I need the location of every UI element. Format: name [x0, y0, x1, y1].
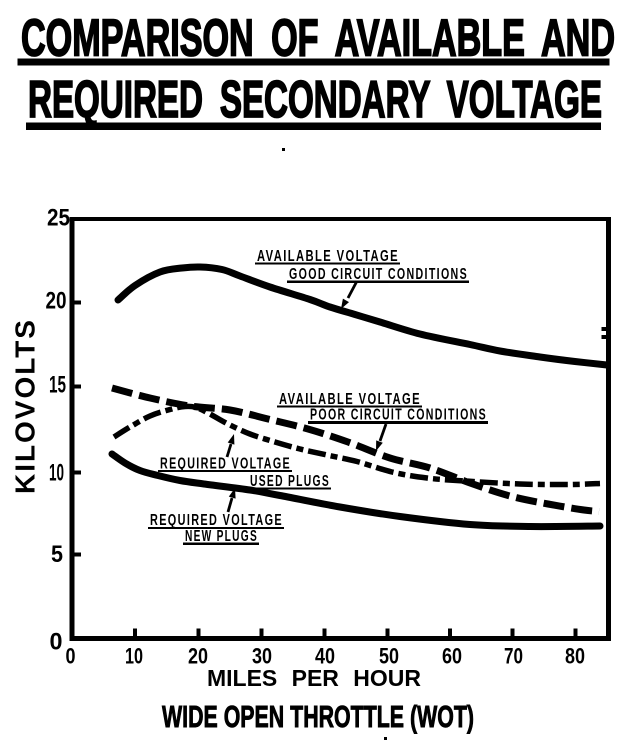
svg-text:NEW PLUGS: NEW PLUGS	[185, 528, 258, 545]
svg-text:50: 50	[379, 644, 399, 669]
svg-text:20: 20	[46, 288, 67, 315]
svg-text:20: 20	[188, 644, 208, 669]
svg-text:MILES PER HOUR: MILES PER HOUR	[207, 665, 421, 691]
svg-text:AVAILABLE VOLTAGE: AVAILABLE VOLTAGE	[279, 391, 421, 408]
svg-text:0: 0	[50, 629, 63, 656]
svg-text:GOOD CIRCUIT CONDITIONS: GOOD CIRCUIT CONDITIONS	[289, 266, 468, 283]
svg-text:10: 10	[49, 460, 64, 487]
svg-text:80: 80	[565, 644, 585, 669]
svg-text:KILOVOLTS: KILOVOLTS	[10, 320, 41, 494]
svg-text:15: 15	[49, 372, 66, 399]
svg-text:10: 10	[125, 644, 143, 669]
svg-text:COMPARISON OF AVAILABLE AND: COMPARISON OF AVAILABLE AND	[21, 10, 615, 68]
svg-text:REQUIRED SECONDARY VOLTAGE: REQUIRED SECONDARY VOLTAGE	[28, 71, 602, 129]
svg-text:25: 25	[47, 205, 70, 232]
svg-text:40: 40	[315, 644, 335, 669]
svg-text:USED PLUGS: USED PLUGS	[250, 473, 330, 490]
svg-text:REQUIRED VOLTAGE: REQUIRED VOLTAGE	[150, 512, 283, 529]
svg-text:WIDE OPEN THROTTLE (WOT): WIDE OPEN THROTTLE (WOT)	[162, 699, 474, 734]
svg-text:0: 0	[66, 644, 76, 669]
svg-text:AVAILABLE VOLTAGE: AVAILABLE VOLTAGE	[257, 248, 399, 265]
svg-text:30: 30	[252, 644, 272, 669]
svg-text:REQUIRED VOLTAGE: REQUIRED VOLTAGE	[160, 456, 291, 473]
svg-text:70: 70	[504, 644, 523, 669]
svg-text:60: 60	[442, 644, 462, 669]
svg-text:5: 5	[51, 541, 63, 568]
svg-text:POOR CIRCUIT CONDITIONS: POOR CIRCUIT CONDITIONS	[310, 407, 487, 424]
